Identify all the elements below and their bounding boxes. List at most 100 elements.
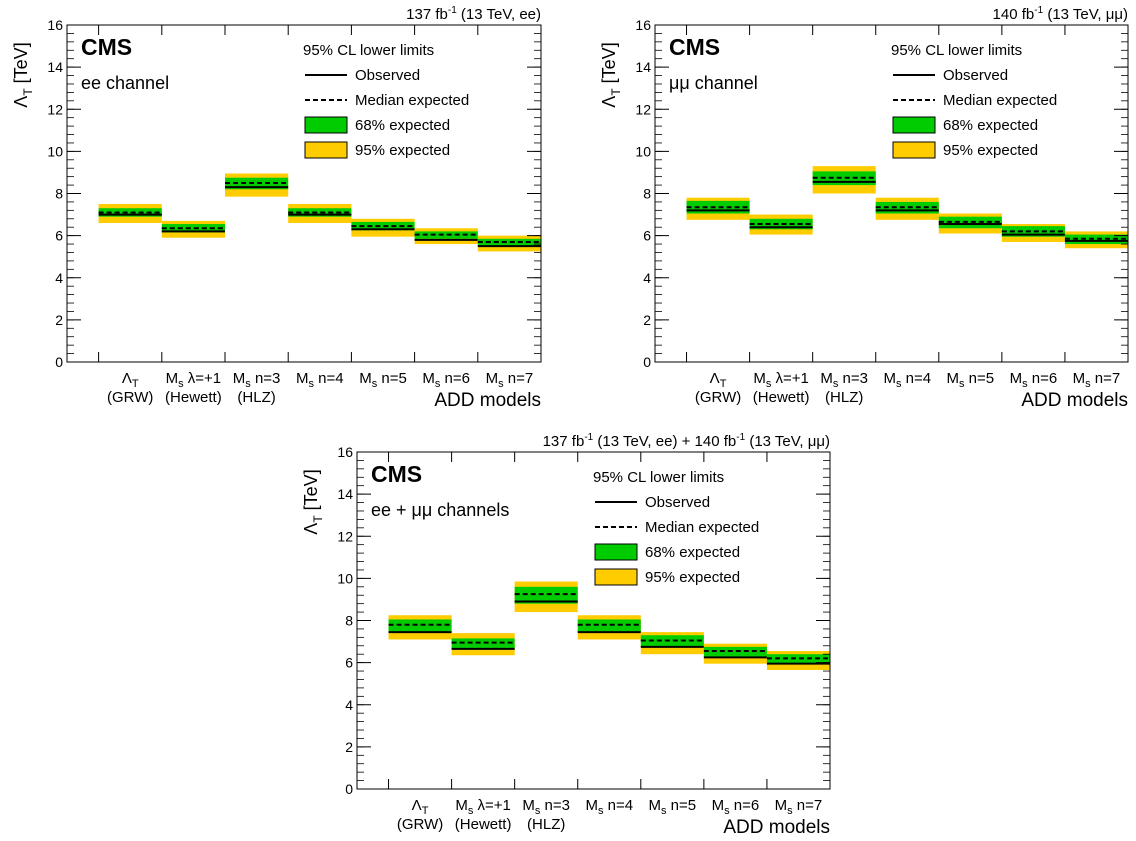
lumi-label: 137 fb-1 (13 TeV, ee) + 140 fb-1 (13 TeV…: [543, 432, 830, 450]
band-68-1: [98, 208, 162, 217]
y-axis-label: ΛT [TeV]: [301, 469, 325, 534]
ytick-label: 2: [643, 312, 651, 328]
ytick-label: 8: [345, 613, 353, 629]
band-68-4: [875, 201, 939, 214]
channel-label: ee channel: [81, 73, 169, 93]
category-label-1: ΛT: [122, 370, 139, 390]
legend-band95-label: 95% expected: [355, 142, 450, 159]
cms-label: CMS: [371, 461, 422, 487]
legend-band95-label: 95% expected: [943, 142, 1038, 159]
category-label-6: Ms n=6: [712, 797, 760, 817]
lumi-label: 140 fb-1 (13 TeV, μμ): [993, 5, 1128, 23]
ytick-label: 14: [47, 59, 63, 75]
band-68-1: [388, 619, 452, 633]
band-68-4: [288, 208, 352, 217]
ytick-label: 16: [635, 17, 651, 33]
band-68-5: [640, 635, 704, 647]
band-68-5: [938, 216, 1002, 229]
band-68-7: [1064, 234, 1128, 245]
category-label-6: Ms n=6: [1010, 370, 1058, 390]
legend-observed-label: Observed: [355, 67, 420, 84]
legend-band95-label: 95% expected: [645, 569, 740, 586]
legend-band95-swatch: [304, 141, 348, 159]
category-label-3: Ms n=3: [820, 370, 868, 390]
legend-expected-label: Median expected: [355, 92, 469, 109]
legend-band95-swatch: [892, 141, 936, 159]
band-68-4: [577, 619, 641, 633]
chart-panel-2: 0 2 4 6 8 10 12 14 16 ΛT [TeV] ΛT(GRW) Ms λ=+1(Hewe…: [599, 5, 1129, 411]
legend-band68-swatch: [892, 116, 936, 134]
category-label-1: ΛT: [412, 797, 429, 817]
ytick-label: 2: [345, 739, 353, 755]
category-sublabel-1: (GRW): [107, 389, 153, 406]
band-68-3: [225, 177, 289, 190]
band-68-5: [351, 221, 415, 231]
legend-title: 95% CL lower limits: [303, 42, 434, 59]
band-68-7: [477, 238, 541, 247]
ytick-label: 6: [55, 228, 63, 244]
category-sublabel-1: (GRW): [695, 389, 741, 406]
legend-band95-swatch: [594, 568, 638, 586]
category-sublabel-3: (HLZ): [527, 816, 565, 833]
cms-label: CMS: [669, 34, 720, 60]
category-sublabel-1: (GRW): [397, 816, 443, 833]
category-label-5: Ms n=5: [947, 370, 995, 390]
legend-band68-label: 68% expected: [355, 117, 450, 134]
ytick-label: 10: [337, 570, 353, 586]
category-label-2: Ms λ=+1: [166, 370, 222, 390]
category-label-4: Ms n=4: [296, 370, 344, 390]
legend-title: 95% CL lower limits: [891, 42, 1022, 59]
category-sublabel-2: (Hewett): [455, 816, 512, 833]
legend-band68-swatch: [594, 543, 638, 561]
band-68-6: [1001, 226, 1065, 237]
ytick-label: 16: [337, 444, 353, 460]
legend-expected-label: Median expected: [943, 92, 1057, 109]
ytick-label: 10: [47, 143, 63, 159]
category-label-7: Ms n=7: [486, 370, 534, 390]
ytick-label: 0: [643, 354, 651, 370]
legend-band68-label: 68% expected: [943, 117, 1038, 134]
category-label-1: ΛT: [710, 370, 727, 390]
ytick-label: 6: [643, 228, 651, 244]
band-68-3: [514, 586, 578, 604]
category-label-2: Ms λ=+1: [455, 797, 511, 817]
legend-observed-label: Observed: [943, 67, 1008, 84]
x-axis-title: ADD models: [1021, 390, 1128, 411]
ytick-label: 14: [337, 486, 353, 502]
category-sublabel-2: (Hewett): [165, 389, 222, 406]
x-axis-title: ADD models: [434, 390, 541, 411]
legend-band68-swatch: [304, 116, 348, 134]
ytick-label: 4: [55, 270, 63, 286]
category-sublabel-3: (HLZ): [825, 389, 863, 406]
band-68-2: [451, 638, 515, 649]
channel-label: μμ channel: [669, 73, 758, 93]
channel-label: ee + μμ channels: [371, 500, 509, 520]
band-68-2: [161, 224, 225, 233]
ytick-label: 12: [337, 528, 353, 544]
ytick-label: 14: [635, 59, 651, 75]
cms-label: CMS: [81, 34, 132, 60]
ytick-label: 8: [643, 186, 651, 202]
chart-panel-3: 0 2 4 6 8 10 12 14 16 ΛT [TeV] ΛT(GRW) Ms λ=+1(Hewe…: [301, 432, 831, 838]
ytick-label: 10: [635, 143, 651, 159]
category-label-3: Ms n=3: [233, 370, 281, 390]
category-sublabel-3: (HLZ): [237, 389, 275, 406]
category-label-5: Ms n=5: [649, 797, 697, 817]
legend-band68-label: 68% expected: [645, 544, 740, 561]
ytick-label: 12: [47, 101, 63, 117]
x-axis-title: ADD models: [723, 817, 830, 838]
category-label-7: Ms n=7: [775, 797, 823, 817]
category-label-3: Ms n=3: [522, 797, 570, 817]
category-label-7: Ms n=7: [1073, 370, 1121, 390]
category-label-4: Ms n=4: [883, 370, 931, 390]
ytick-label: 16: [47, 17, 63, 33]
legend-observed-label: Observed: [645, 494, 710, 511]
lumi-label: 137 fb-1 (13 TeV, ee): [406, 5, 541, 23]
band-68-6: [703, 646, 767, 658]
ytick-label: 4: [643, 270, 651, 286]
category-label-5: Ms n=5: [359, 370, 407, 390]
ytick-label: 6: [345, 655, 353, 671]
ytick-label: 0: [345, 781, 353, 797]
category-label-4: Ms n=4: [585, 797, 633, 817]
